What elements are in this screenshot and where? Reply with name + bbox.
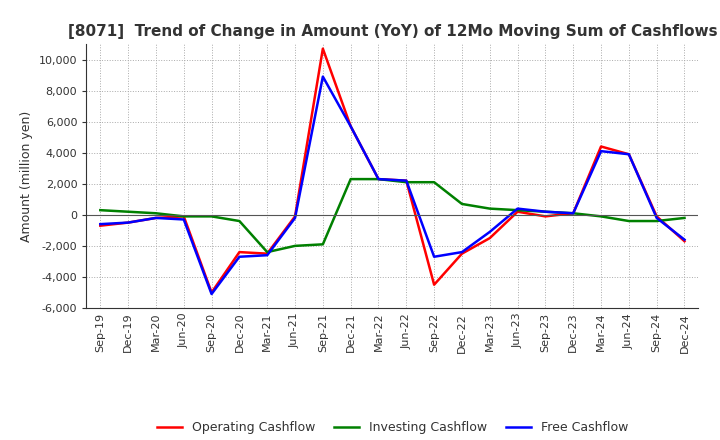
Free Cashflow bbox=[124, 220, 132, 225]
Free Cashflow bbox=[541, 209, 550, 214]
Investing Cashflow bbox=[235, 218, 243, 224]
Investing Cashflow bbox=[179, 214, 188, 219]
Free Cashflow bbox=[680, 237, 689, 242]
Investing Cashflow bbox=[291, 243, 300, 249]
Free Cashflow bbox=[513, 206, 522, 211]
Investing Cashflow bbox=[624, 218, 633, 224]
Investing Cashflow bbox=[374, 176, 383, 182]
Free Cashflow bbox=[402, 178, 410, 183]
Operating Cashflow bbox=[597, 144, 606, 149]
Free Cashflow bbox=[624, 152, 633, 157]
Investing Cashflow bbox=[458, 202, 467, 207]
Operating Cashflow bbox=[430, 282, 438, 287]
Free Cashflow bbox=[458, 249, 467, 255]
Free Cashflow bbox=[485, 229, 494, 235]
Free Cashflow bbox=[569, 211, 577, 216]
Investing Cashflow bbox=[402, 180, 410, 185]
Free Cashflow bbox=[318, 74, 327, 79]
Investing Cashflow bbox=[541, 209, 550, 214]
Free Cashflow bbox=[652, 215, 661, 220]
Investing Cashflow bbox=[569, 211, 577, 216]
Investing Cashflow bbox=[346, 176, 355, 182]
Operating Cashflow bbox=[318, 46, 327, 51]
Investing Cashflow bbox=[652, 218, 661, 224]
Operating Cashflow bbox=[624, 152, 633, 157]
Y-axis label: Amount (million yen): Amount (million yen) bbox=[20, 110, 33, 242]
Investing Cashflow bbox=[680, 215, 689, 220]
Operating Cashflow bbox=[513, 209, 522, 214]
Operating Cashflow bbox=[124, 220, 132, 225]
Free Cashflow bbox=[374, 176, 383, 182]
Title: [8071]  Trend of Change in Amount (YoY) of 12Mo Moving Sum of Cashflows: [8071] Trend of Change in Amount (YoY) o… bbox=[68, 24, 717, 39]
Investing Cashflow bbox=[485, 206, 494, 211]
Investing Cashflow bbox=[318, 242, 327, 247]
Operating Cashflow bbox=[291, 214, 300, 219]
Operating Cashflow bbox=[346, 124, 355, 129]
Operating Cashflow bbox=[263, 251, 271, 256]
Free Cashflow bbox=[96, 221, 104, 227]
Operating Cashflow bbox=[235, 249, 243, 255]
Free Cashflow bbox=[152, 215, 161, 220]
Free Cashflow bbox=[291, 215, 300, 220]
Free Cashflow bbox=[597, 149, 606, 154]
Investing Cashflow bbox=[96, 208, 104, 213]
Free Cashflow bbox=[235, 254, 243, 260]
Free Cashflow bbox=[179, 217, 188, 222]
Free Cashflow bbox=[263, 253, 271, 258]
Free Cashflow bbox=[346, 124, 355, 129]
Operating Cashflow bbox=[179, 214, 188, 219]
Investing Cashflow bbox=[430, 180, 438, 185]
Investing Cashflow bbox=[207, 214, 216, 219]
Operating Cashflow bbox=[402, 178, 410, 183]
Operating Cashflow bbox=[458, 251, 467, 256]
Operating Cashflow bbox=[96, 223, 104, 228]
Operating Cashflow bbox=[652, 214, 661, 219]
Legend: Operating Cashflow, Investing Cashflow, Free Cashflow: Operating Cashflow, Investing Cashflow, … bbox=[152, 416, 633, 439]
Investing Cashflow bbox=[597, 214, 606, 219]
Free Cashflow bbox=[430, 254, 438, 260]
Operating Cashflow bbox=[569, 211, 577, 216]
Investing Cashflow bbox=[513, 208, 522, 213]
Investing Cashflow bbox=[263, 249, 271, 255]
Line: Investing Cashflow: Investing Cashflow bbox=[100, 179, 685, 252]
Operating Cashflow bbox=[374, 176, 383, 182]
Operating Cashflow bbox=[207, 290, 216, 295]
Operating Cashflow bbox=[152, 215, 161, 220]
Free Cashflow bbox=[207, 291, 216, 297]
Investing Cashflow bbox=[124, 209, 132, 214]
Operating Cashflow bbox=[680, 238, 689, 244]
Line: Operating Cashflow: Operating Cashflow bbox=[100, 49, 685, 293]
Operating Cashflow bbox=[541, 214, 550, 219]
Investing Cashflow bbox=[152, 211, 161, 216]
Line: Free Cashflow: Free Cashflow bbox=[100, 77, 685, 294]
Operating Cashflow bbox=[485, 235, 494, 241]
